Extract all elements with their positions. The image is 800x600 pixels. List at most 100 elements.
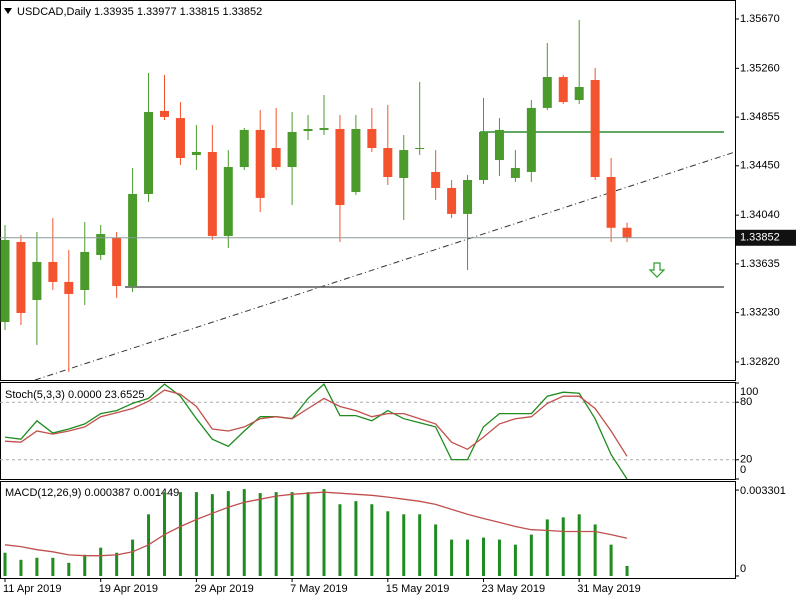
macd-bar: [450, 539, 454, 576]
macd-title: MACD(12,26,9) 0.000387 0.001449: [5, 487, 179, 499]
macd-bar: [99, 547, 103, 576]
y-tick-label: 1.35260: [740, 62, 780, 74]
y-tick-label: 80: [740, 396, 752, 408]
macd-bar: [194, 492, 198, 576]
y-tick-label: 1.33230: [740, 307, 780, 319]
macd-bar: [226, 491, 230, 576]
macd-bar: [386, 511, 390, 576]
macd-bar: [497, 539, 501, 576]
candle-body: [64, 281, 74, 294]
candle-body: [574, 86, 584, 100]
macd-bar: [258, 493, 262, 576]
macd-bar: [529, 534, 533, 576]
macd-bar: [67, 562, 71, 576]
candle-body: [144, 112, 154, 194]
candle-body: [606, 177, 616, 228]
macd-bar: [322, 489, 326, 576]
y-tick-label: 1.34040: [740, 209, 780, 221]
macd-bar: [306, 492, 310, 576]
candle-body: [558, 77, 568, 103]
y-tick-label: 0.003301: [740, 485, 786, 497]
candle-body: [526, 107, 536, 172]
candle-body: [351, 128, 361, 193]
x-tick-label: 23 May 2019: [482, 583, 546, 595]
sell-arrow: [648, 262, 666, 278]
candle-body: [510, 167, 520, 178]
price-panel-frame: [0, 0, 736, 381]
candle-body: [542, 77, 552, 108]
candle-body: [319, 128, 329, 130]
macd-bar: [131, 539, 135, 576]
candle-body: [335, 128, 345, 206]
candle-body: [447, 187, 457, 214]
y-tick-label: 0: [740, 563, 746, 575]
candle-body: [367, 128, 377, 149]
y-tick-label: 1.34450: [740, 160, 780, 172]
candle-body: [223, 167, 233, 236]
menu-triangle[interactable]: [4, 8, 12, 14]
candle-body: [32, 261, 42, 300]
candle-body: [80, 251, 90, 290]
macd-bar: [513, 544, 517, 576]
candle-body: [303, 128, 313, 132]
y-tick-label: 1.34855: [740, 111, 780, 123]
candle-body: [207, 151, 217, 236]
macd-bar: [19, 559, 23, 576]
candle-body: [16, 241, 26, 313]
indicator-line: [4, 383, 628, 480]
candle-body: [622, 227, 632, 238]
y-tick-label: 1.33635: [740, 258, 780, 270]
y-tick-label: 100: [740, 386, 758, 398]
macd-bar: [418, 514, 422, 576]
macd-bar: [210, 494, 214, 576]
candle-body: [383, 148, 393, 178]
candle-body: [271, 148, 281, 168]
macd-bar: [242, 489, 246, 576]
macd-bar: [290, 492, 294, 576]
y-tick-label: 20: [740, 454, 752, 466]
macd-bar: [577, 514, 581, 576]
candle-body: [112, 238, 122, 287]
panel-frames: [0, 0, 736, 579]
macd-bar: [178, 492, 182, 576]
candle-body: [431, 171, 441, 188]
x-tick-label: 19 Apr 2019: [99, 583, 158, 595]
macd-bar: [609, 544, 613, 576]
x-tick-label: 15 May 2019: [386, 583, 450, 595]
candle-body: [590, 80, 600, 178]
macd-bar: [83, 554, 87, 576]
macd-bar: [625, 565, 629, 576]
macd-bar: [338, 504, 342, 576]
candle-body: [96, 234, 106, 255]
macd-bar: [274, 492, 278, 576]
stoch-title: Stoch(5,3,3) 0.0000 23.6525: [5, 389, 144, 401]
indicator-line: [4, 491, 628, 557]
macd-bar: [466, 539, 470, 576]
x-tick-label: 29 Apr 2019: [194, 583, 253, 595]
last-price-label: 1.33852: [740, 232, 780, 244]
y-tick-label: 1.35670: [740, 13, 780, 25]
candle-body: [479, 132, 488, 181]
candle-body: [255, 129, 265, 198]
candle-body: [175, 118, 185, 158]
candle-body: [191, 151, 201, 155]
trend-line: [34, 151, 736, 381]
macd-bar: [545, 519, 549, 576]
y-tick-label: 1.32820: [740, 356, 780, 368]
macd-bar: [370, 504, 374, 576]
macd-bar: [402, 514, 406, 576]
candle-body: [239, 129, 249, 168]
candle-body: [160, 110, 169, 117]
macd-bar: [35, 557, 39, 576]
macd-bar: [561, 517, 565, 576]
x-tick-label: 7 May 2019: [290, 583, 347, 595]
macd-bar: [482, 537, 485, 576]
candle-body: [128, 193, 138, 287]
chart-title: USDCAD,Daily 1.33935 1.33977 1.33815 1.3…: [17, 6, 262, 18]
stoch-panel-frame: [0, 382, 736, 480]
macd-bar: [434, 524, 438, 576]
macd-bar: [115, 552, 119, 576]
